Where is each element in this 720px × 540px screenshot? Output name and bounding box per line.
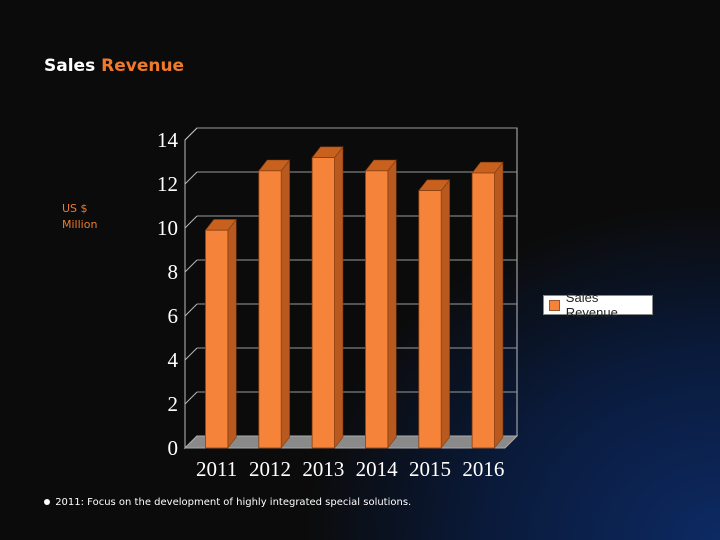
chart-grid — [184, 127, 518, 450]
bar-front — [205, 229, 229, 449]
y-axis-ticks: 0 2 4 6 8 10 12 14 — [157, 128, 179, 460]
y-tick-label: 2 — [168, 392, 179, 416]
bar-2016 — [471, 161, 504, 449]
chart-bars — [204, 145, 504, 449]
gridline-depth — [184, 303, 198, 317]
y-tick-label: 14 — [157, 128, 179, 152]
bar-side — [334, 145, 344, 449]
bar-side — [494, 161, 504, 449]
bar-front — [418, 190, 442, 449]
bar-2015 — [418, 178, 451, 449]
slide-title: Sales Revenue — [44, 56, 184, 76]
bar-2011 — [204, 218, 237, 449]
bar-front — [471, 172, 495, 449]
x-tick-label: 2014 — [356, 457, 399, 481]
x-tick-label: 2013 — [302, 457, 344, 481]
x-tick-label: 2016 — [462, 457, 504, 481]
x-axis-ticks: 2011 2012 2013 2014 2015 2016 — [196, 457, 504, 481]
y-tick-label: 6 — [168, 304, 179, 328]
legend-swatch — [549, 299, 560, 311]
y-unit-line1: US $ — [62, 202, 88, 215]
gridline-depth — [184, 391, 198, 405]
bar-front — [365, 170, 389, 449]
y-tick-label: 4 — [168, 348, 179, 372]
y-unit-line2: Million — [62, 218, 98, 231]
bar-side — [227, 218, 237, 449]
legend-label: Sales Revenue — [565, 290, 618, 320]
bar-front — [258, 170, 282, 449]
bar-2014 — [364, 159, 397, 449]
y-tick-label: 12 — [157, 172, 178, 196]
y-tick-label: 0 — [168, 436, 179, 460]
footnote-text: 2011: Focus on the development of highly… — [55, 497, 412, 508]
x-tick-label: 2015 — [409, 457, 451, 481]
bar-side — [387, 159, 397, 449]
y-tick-label: 8 — [168, 260, 179, 284]
gridline-depth — [184, 171, 198, 185]
title-word-revenue: Revenue — [101, 56, 185, 76]
bar-2013 — [311, 145, 344, 449]
title-word-sales: Sales — [44, 56, 96, 76]
bullet-icon — [44, 499, 50, 505]
bar-side — [440, 178, 450, 449]
gridline-depth — [184, 259, 198, 273]
gridline-depth — [184, 215, 198, 229]
gridline-depth — [184, 347, 198, 361]
bar-side — [280, 159, 290, 449]
chart-legend: Sales Revenue — [543, 290, 653, 320]
y-axis-unit-label: US $ Million — [62, 201, 122, 233]
footnote: 2011: Focus on the development of highly… — [44, 497, 411, 508]
bar-2012 — [258, 159, 291, 449]
x-tick-label: 2012 — [249, 457, 291, 481]
bar-front — [311, 157, 335, 449]
gridline-depth — [184, 127, 198, 141]
x-tick-label: 2011 — [196, 457, 237, 481]
y-tick-label: 10 — [157, 216, 178, 240]
